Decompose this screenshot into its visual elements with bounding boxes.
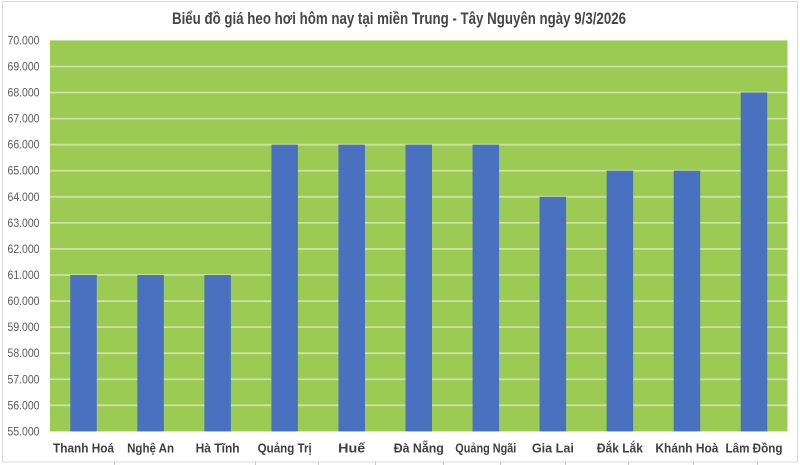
svg-text:64.000: 64.000 [8, 192, 40, 204]
svg-text:58.000: 58.000 [8, 348, 40, 360]
svg-text:59.000: 59.000 [8, 322, 40, 334]
svg-text:Quảng Ngãi: Quảng Ngãi [455, 441, 516, 456]
svg-text:Quảng Trị: Quảng Trị [258, 441, 312, 456]
svg-text:56.000: 56.000 [8, 400, 40, 412]
svg-text:Lâm Đồng: Lâm Đồng [725, 441, 782, 456]
svg-text:62.000: 62.000 [8, 244, 40, 256]
svg-text:61.000: 61.000 [8, 270, 40, 282]
svg-text:Nghệ An: Nghệ An [127, 441, 174, 456]
svg-text:Hà Tĩnh: Hà Tĩnh [196, 441, 240, 456]
svg-text:69.000: 69.000 [8, 61, 40, 73]
svg-text:68.000: 68.000 [8, 88, 40, 100]
svg-text:Huế: Huế [338, 441, 366, 456]
svg-text:Biểu đồ giá heo hơi hôm nay tạ: Biểu đồ giá heo hơi hôm nay tại miền Tru… [172, 10, 626, 28]
svg-text:57.000: 57.000 [8, 374, 40, 386]
svg-text:Đắk Lắk: Đắk Lắk [597, 441, 644, 456]
svg-text:Đà Nẵng: Đà Nẵng [394, 441, 444, 456]
svg-text:60.000: 60.000 [8, 296, 40, 308]
svg-text:Thanh Hoá: Thanh Hoá [53, 441, 115, 456]
svg-text:Khánh Hoà: Khánh Hoà [655, 441, 719, 456]
svg-text:67.000: 67.000 [8, 114, 40, 126]
svg-text:55.000: 55.000 [8, 426, 40, 438]
svg-text:70.000: 70.000 [8, 35, 40, 47]
svg-text:66.000: 66.000 [8, 140, 40, 152]
svg-text:65.000: 65.000 [8, 166, 40, 178]
svg-text:Gia Lai: Gia Lai [532, 441, 574, 456]
svg-text:63.000: 63.000 [8, 218, 40, 230]
